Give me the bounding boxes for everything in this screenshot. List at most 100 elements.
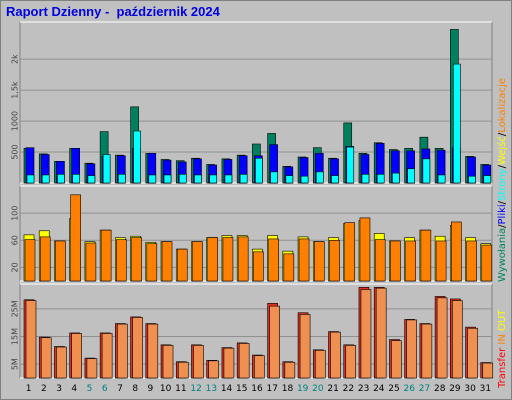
visits-bar: [70, 194, 81, 282]
legend-top: Wywołania/Pliki/Strony/Wejść/Lokalizacje: [496, 78, 508, 282]
legend-bottom-entry: Transfer: [497, 347, 508, 389]
pages-bar: [148, 174, 157, 184]
day-label: 18: [282, 384, 294, 394]
pages-bar: [26, 174, 35, 184]
legend-top-entry: Wejść: [496, 136, 508, 165]
day-label: 26: [404, 384, 416, 394]
traffic-panel-tick-label: 5M: [11, 358, 20, 370]
legend-top-entry: /: [497, 164, 508, 168]
pages-bar: [118, 174, 126, 184]
in-bar: [117, 323, 128, 379]
visits-bar: [481, 244, 493, 282]
hits-panel-tick-label: 1,5k: [11, 81, 20, 99]
visits-bar: [313, 241, 325, 282]
day-label: 25: [388, 384, 399, 394]
day-label: 8: [132, 384, 138, 394]
day-label: 21: [327, 384, 338, 394]
visits-bar: [192, 241, 203, 282]
in-bar: [56, 346, 67, 379]
in-bar: [162, 345, 174, 379]
pages-bar: [41, 174, 50, 184]
in-bar: [254, 355, 265, 379]
visits-bar: [283, 253, 295, 282]
legend-top-entry: Pliki: [497, 204, 508, 224]
in-bar: [375, 287, 387, 379]
traffic-panel-tick-label: 25M: [11, 300, 20, 317]
in-bar: [86, 358, 98, 379]
day-label: 5: [87, 384, 93, 394]
pages-bar: [376, 174, 385, 184]
visits-bar: [451, 221, 462, 282]
in-bar: [284, 361, 296, 379]
in-bar: [208, 360, 220, 379]
traffic-panel-tick-label: 15M: [11, 328, 20, 345]
in-bar: [71, 333, 82, 379]
legend-top-entry: /: [497, 200, 508, 204]
day-label: 15: [236, 384, 247, 394]
day-label: 9: [148, 384, 154, 394]
in-bar: [25, 300, 37, 379]
visits-bar: [253, 251, 264, 282]
visits-bar: [55, 240, 66, 282]
pages-bar: [407, 168, 415, 184]
visits-bar: [207, 237, 219, 282]
legend-top-entry: /: [497, 224, 508, 228]
report-title: Raport Dzienny - październik 2024: [6, 4, 220, 19]
in-bar: [193, 345, 204, 379]
in-bar: [147, 323, 159, 379]
in-bar: [391, 340, 402, 379]
visits-bar: [222, 237, 234, 282]
pages-bar: [392, 172, 400, 184]
visits-bar: [24, 239, 36, 282]
day-label: 23: [358, 384, 369, 394]
in-bar: [177, 361, 189, 379]
pages-bar: [163, 174, 172, 184]
day-label: 1: [26, 384, 32, 394]
visits-bar: [237, 236, 249, 282]
hits-panel-tick-label: 1000: [11, 111, 20, 131]
legend-top-entry: Lokalizacje: [497, 78, 508, 133]
visits-panel-tick-label: 60: [11, 235, 20, 245]
in-bar: [40, 337, 52, 379]
pages-bar: [194, 174, 202, 184]
day-label: 17: [266, 384, 277, 394]
pages-bar: [483, 175, 492, 184]
legend-bottom: Transfer IN OUT: [497, 309, 508, 389]
in-bar: [269, 305, 280, 379]
pages-bar: [315, 171, 324, 184]
legend-top-entry: Wywołania: [497, 228, 508, 282]
day-label: 7: [117, 384, 123, 394]
in-bar: [360, 289, 372, 379]
visits-bar: [85, 242, 97, 282]
day-label: 2: [41, 384, 47, 394]
pages-bar: [270, 171, 278, 184]
day-label: 11: [175, 384, 186, 394]
in-bar: [238, 343, 250, 379]
visits-bar: [146, 243, 158, 282]
visits-panel-tick-label: 20: [11, 262, 20, 272]
pages-bar: [87, 175, 96, 184]
visits-bar: [405, 240, 416, 282]
pages-bar: [102, 154, 111, 184]
pages-bar: [422, 158, 431, 184]
in-bar: [436, 297, 448, 379]
hits-panel-tick-label: 2k: [11, 54, 20, 64]
day-label: 31: [480, 384, 491, 394]
pages-bar: [285, 175, 294, 184]
visits-bar: [374, 239, 386, 282]
in-bar: [345, 345, 357, 379]
day-label: 4: [71, 384, 77, 394]
pages-bar: [57, 174, 65, 184]
in-bar: [452, 300, 463, 379]
day-label: 3: [56, 384, 62, 394]
day-label: 10: [160, 384, 172, 394]
visits-bar: [298, 238, 310, 282]
in-bar: [132, 317, 143, 379]
visits-bar: [329, 239, 340, 282]
day-label: 29: [449, 384, 461, 394]
pages-bar: [72, 174, 80, 184]
visits-bar: [359, 217, 371, 282]
day-label: 14: [221, 384, 233, 394]
pages-bar: [209, 174, 218, 184]
